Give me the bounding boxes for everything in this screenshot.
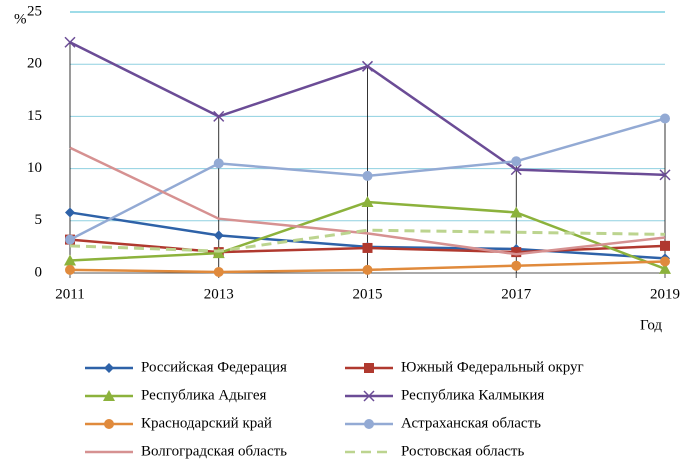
marker [364,419,374,429]
marker [511,260,522,271]
y-tick-label: 0 [35,264,43,280]
marker [511,156,522,167]
y-tick-label: 20 [27,56,42,72]
x-tick-label: 2011 [55,286,84,302]
marker [660,256,670,267]
marker [362,264,373,275]
marker [659,169,671,181]
legend-item: Республика Калмыкия [345,387,544,403]
series-line [69,228,666,253]
legend-label: Ростовская область [401,443,524,459]
marker [363,390,375,402]
marker [212,247,225,259]
x-tick-label: 2013 [204,286,234,302]
marker [660,240,670,251]
legend-item: Краснодарский край [85,415,272,431]
legend-label: Волгоградская область [141,443,287,459]
marker [659,262,671,274]
legend-label: Краснодарский край [141,415,272,431]
legend-label: Южный Федеральный округ [401,359,584,375]
x-tick-label: 2017 [501,286,532,302]
y-tick-label: 25 [27,3,42,19]
legend-item: Республика Адыгея [85,387,267,403]
marker [510,164,522,176]
marker [362,242,373,253]
y-tick-label: 5 [35,212,43,228]
y-tick-label: 10 [27,160,42,176]
legend-item: Волгоградская область [85,443,287,459]
series-line [69,146,666,256]
marker [103,390,115,401]
legend-item: Астраханская область [345,415,541,431]
marker [64,36,76,48]
marker [64,254,76,266]
marker [65,234,75,245]
y-tick-label: 15 [27,108,42,124]
y-axis-label: % [14,11,27,27]
marker [213,158,224,169]
marker [213,110,225,122]
marker [362,170,373,181]
marker [511,247,522,258]
marker [213,230,224,241]
marker [361,60,374,72]
x-tick-label: 2019 [650,286,680,302]
marker [104,363,114,373]
legend-item: Ростовская область [345,443,524,459]
marker [510,206,523,218]
marker [213,266,224,277]
marker [104,419,114,429]
legend-item: Южный Федеральный округ [345,359,584,375]
marker [65,207,75,218]
marker [65,264,75,275]
marker [660,113,670,124]
x-axis-label: Год [640,317,662,333]
x-tick-label: 2015 [353,286,383,302]
legend-label: Российская Федерация [141,359,287,375]
marker [364,363,374,373]
legend-label: Республика Адыгея [141,387,267,403]
legend-label: Астраханская область [401,415,541,431]
legend-item: Российская Федерация [85,359,287,375]
marker [361,196,374,208]
legend-label: Республика Калмыкия [401,387,544,403]
